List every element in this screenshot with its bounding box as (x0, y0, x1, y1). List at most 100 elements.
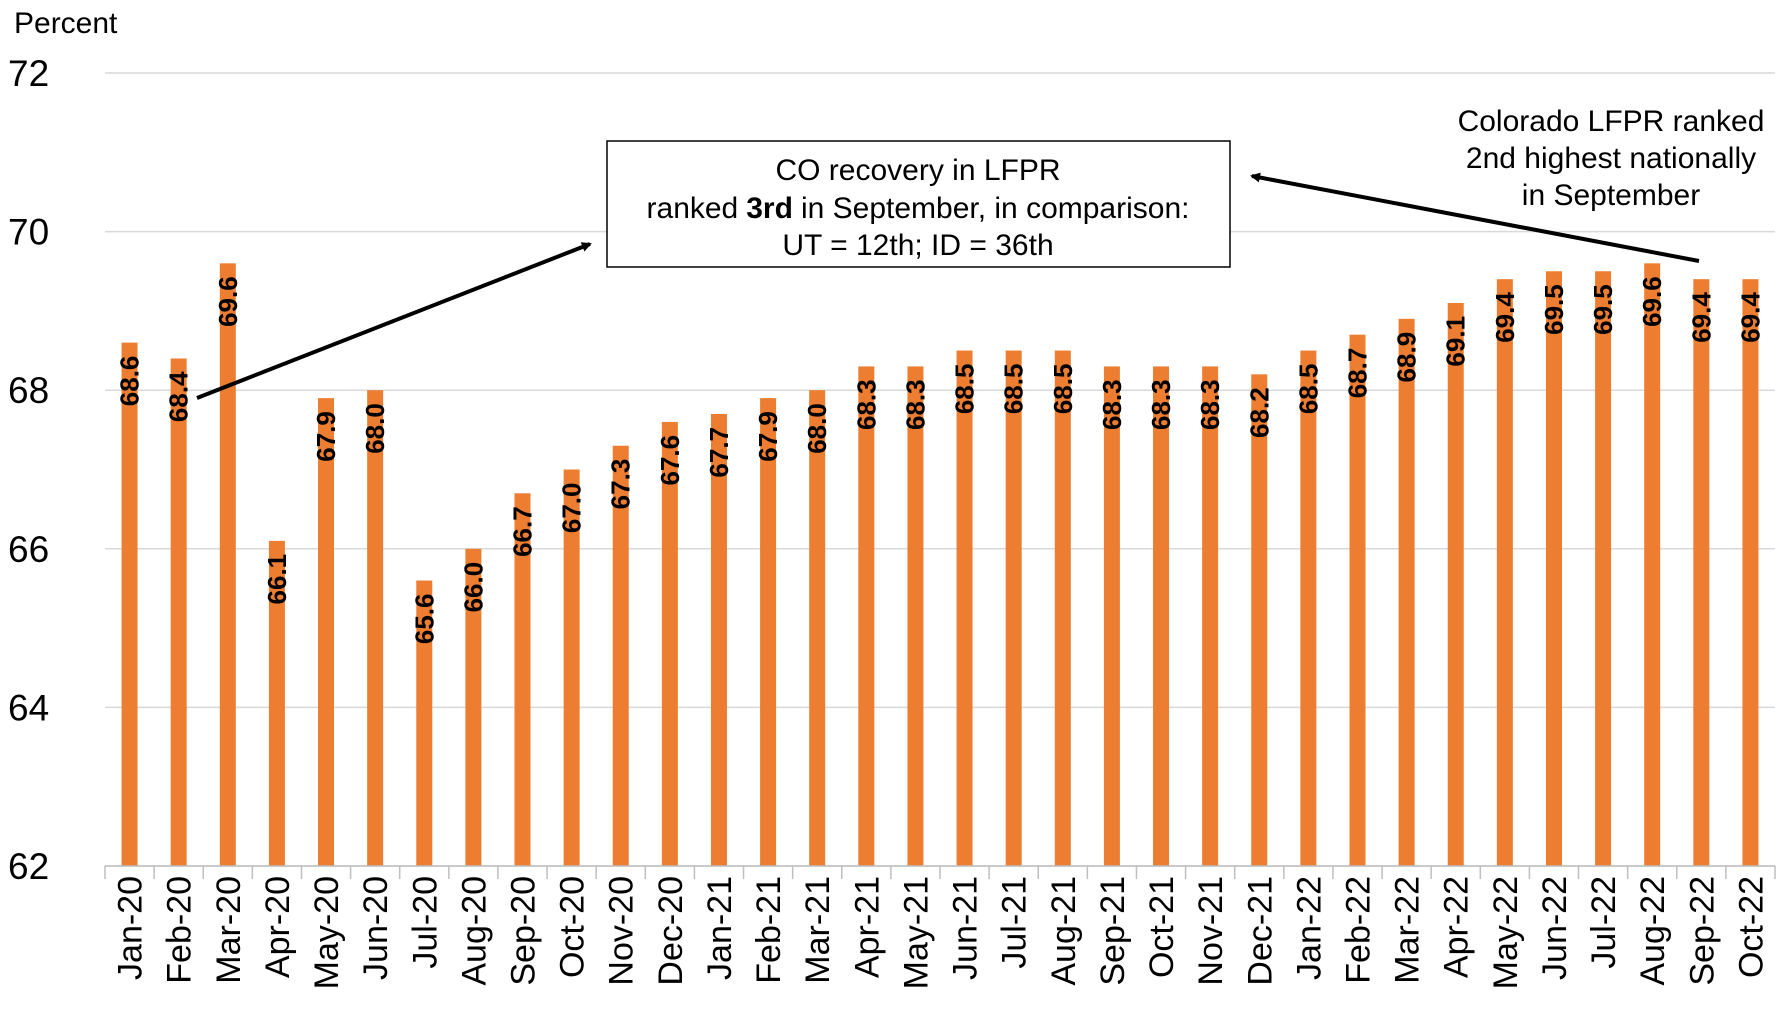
data-label: 69.4 (1735, 292, 1765, 343)
bar (612, 445, 629, 866)
data-label: 67.9 (311, 411, 341, 462)
x-tick-label: Jul-22 (1585, 876, 1623, 969)
data-label: 66.7 (508, 506, 538, 557)
bar (416, 580, 433, 866)
x-tick-label: Jun-21 (947, 876, 985, 980)
bar (710, 413, 727, 866)
x-tick-label: Jul-20 (406, 876, 444, 969)
bar (465, 548, 482, 866)
data-label: 69.4 (1490, 292, 1520, 343)
bar (1349, 334, 1366, 866)
annotation-text: Colorado LFPR ranked (1458, 105, 1765, 138)
x-tick-label: Feb-22 (1340, 876, 1378, 984)
x-tick-label: May-21 (897, 876, 935, 989)
data-label: 68.5 (950, 364, 980, 415)
data-label: 68.0 (360, 403, 390, 454)
arrow (196, 242, 592, 400)
bar (563, 469, 580, 866)
data-label: 67.7 (704, 427, 734, 478)
annotation-text: ranked (647, 192, 739, 225)
bar (170, 358, 187, 866)
bar (514, 493, 531, 866)
data-label: 65.6 (409, 594, 439, 645)
bar (1742, 279, 1759, 866)
bar (1398, 318, 1415, 867)
bar (1300, 350, 1317, 866)
annotation-text: ranked 3rd in September, in comparison: (647, 192, 1190, 225)
data-label: 66.1 (262, 554, 292, 605)
x-tick-label: Feb-20 (161, 876, 199, 984)
y-tick-label: 64 (8, 687, 49, 728)
x-tick-label: Jan-22 (1290, 876, 1328, 980)
bar (268, 540, 285, 866)
data-label: 68.2 (1244, 387, 1274, 438)
x-tick-label: Mar-21 (799, 876, 837, 984)
data-label: 68.3 (1097, 379, 1127, 430)
x-tick-label: Nov-21 (1192, 876, 1230, 986)
annotation-box (606, 140, 1231, 268)
bar (661, 421, 678, 866)
bar (907, 366, 924, 866)
x-tick-label: Dec-20 (652, 876, 690, 986)
data-label: 69.6 (213, 276, 243, 327)
data-label: 68.5 (1293, 364, 1323, 415)
y-tick-label: 72 (8, 53, 49, 94)
bar (956, 350, 973, 866)
bar (1545, 271, 1562, 866)
x-tick-label: Aug-21 (1045, 876, 1083, 986)
x-tick-label: Oct-21 (1143, 876, 1181, 978)
annotation-text: 2nd highest nationally (1466, 142, 1756, 175)
bar (318, 398, 335, 866)
x-tick-label: Sep-21 (1094, 876, 1132, 986)
annotation-text: CO recovery in LFPR (775, 154, 1060, 187)
x-tick-label: Oct-20 (554, 876, 592, 978)
y-tick-label: 68 (8, 370, 49, 411)
data-label: 68.3 (1146, 379, 1176, 430)
x-tick-label: Apr-20 (259, 876, 297, 978)
y-tick-label: 62 (8, 846, 49, 887)
annotation-bold: 3rd (746, 192, 793, 225)
x-tick-label: Nov-20 (603, 876, 641, 986)
data-label: 67.0 (557, 483, 587, 534)
bar (1644, 263, 1661, 866)
bar (858, 366, 875, 866)
x-tick-label: Sep-20 (505, 876, 543, 986)
x-tick-label: Jan-20 (112, 876, 150, 980)
data-label: 68.0 (802, 403, 832, 454)
x-tick-label: Apr-22 (1438, 876, 1476, 978)
data-label: 67.3 (606, 459, 636, 510)
bar (1496, 279, 1513, 866)
bar (367, 390, 384, 866)
x-tick-label: Oct-22 (1732, 876, 1770, 978)
bar (1153, 366, 1170, 866)
data-label: 69.5 (1588, 284, 1618, 335)
x-tick-label: Jun-22 (1536, 876, 1574, 980)
data-label: 68.4 (164, 371, 194, 422)
data-label: 68.6 (115, 356, 145, 407)
bar (1005, 350, 1022, 866)
y-tick-label: 70 (8, 212, 49, 253)
bar (219, 263, 236, 866)
bar (1693, 279, 1710, 866)
y-axis-label: Percent (14, 7, 118, 40)
data-label: 69.4 (1686, 292, 1716, 343)
x-tick-label: Mar-20 (210, 876, 248, 984)
data-label: 67.9 (753, 411, 783, 462)
annotation-text: in September (1522, 179, 1700, 212)
data-label: 69.1 (1441, 316, 1471, 367)
data-label: 68.3 (900, 379, 930, 430)
data-label: 68.5 (999, 364, 1029, 415)
x-tick-label: Aug-20 (455, 876, 493, 986)
y-tick-label: 66 (8, 529, 49, 570)
data-label: 68.3 (851, 379, 881, 430)
bar (121, 342, 138, 866)
data-label: 68.7 (1343, 348, 1373, 399)
arrow (1250, 172, 1700, 263)
x-tick-label: Feb-21 (750, 876, 788, 984)
bar (1447, 302, 1464, 867)
x-tick-label: May-22 (1487, 876, 1525, 989)
annotation-text: in September, in comparison: (801, 192, 1190, 225)
x-tick-label: Jan-21 (701, 876, 739, 980)
data-label: 68.5 (1048, 364, 1078, 415)
x-tick-label: Dec-21 (1241, 876, 1279, 986)
